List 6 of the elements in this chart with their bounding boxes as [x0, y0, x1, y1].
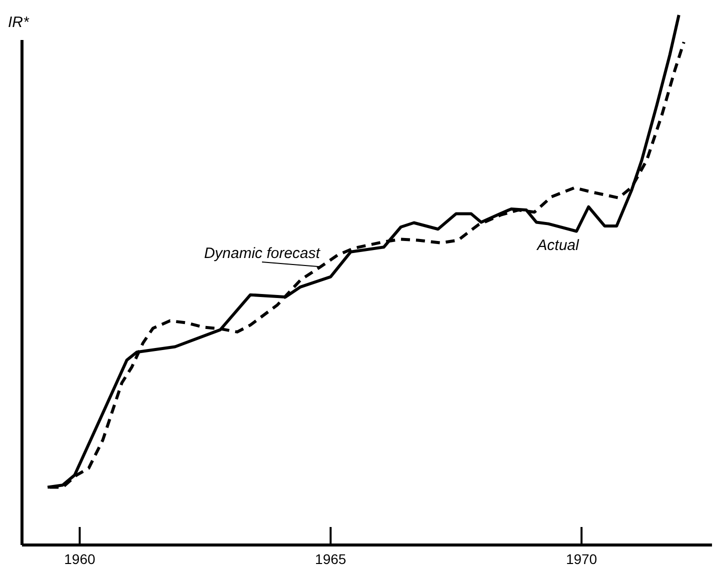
x-tick-label: 1965 — [315, 551, 346, 567]
x-tick-label: 1960 — [64, 551, 96, 567]
series-label: Actual — [536, 237, 580, 254]
x-tick-label: 1970 — [566, 551, 598, 567]
y-axis-title: IR* — [8, 14, 30, 31]
series-label: Dynamic forecast — [204, 245, 321, 262]
